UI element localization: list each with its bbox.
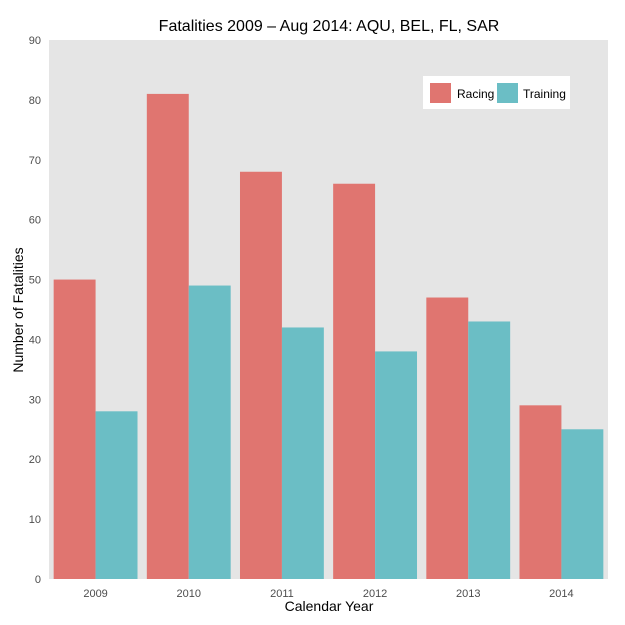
bar-training-2010 xyxy=(188,285,231,579)
legend-label-training: Training xyxy=(523,87,566,101)
bar-training-2009 xyxy=(95,411,138,579)
y-tick-label: 30 xyxy=(29,394,41,406)
x-tick-label: 2013 xyxy=(456,588,480,600)
y-axis-title: Number of Fatalities xyxy=(10,247,26,372)
x-tick-label: 2011 xyxy=(270,588,294,600)
legend-label-racing: Racing xyxy=(457,87,494,101)
x-tick-label: 2014 xyxy=(549,588,573,600)
bar-racing-2010 xyxy=(146,93,189,580)
bar-racing-2011 xyxy=(239,171,282,579)
bar-racing-2014 xyxy=(519,405,562,579)
bar-racing-2012 xyxy=(333,183,376,579)
y-tick-label: 80 xyxy=(29,95,41,107)
bar-training-2011 xyxy=(281,327,324,579)
y-tick-label: 10 xyxy=(29,514,41,526)
y-tick-label: 40 xyxy=(29,334,41,346)
bar-racing-2009 xyxy=(53,279,96,579)
x-tick-label: 2012 xyxy=(363,588,387,600)
plot-panel xyxy=(49,40,608,579)
x-axis-title: Calendar Year xyxy=(285,598,374,614)
y-tick-label: 50 xyxy=(29,275,41,287)
y-tick-label: 60 xyxy=(29,215,41,227)
bar-training-2013 xyxy=(468,321,511,579)
bar-training-2012 xyxy=(375,351,418,579)
chart-title: Fatalities 2009 – Aug 2014: AQU, BEL, FL… xyxy=(159,18,500,35)
x-tick-label: 2009 xyxy=(83,588,107,600)
y-tick-label: 20 xyxy=(29,454,41,466)
y-tick-label: 0 xyxy=(35,574,41,586)
bar-racing-2013 xyxy=(426,297,469,579)
bar-training-2014 xyxy=(561,429,604,579)
y-tick-label: 70 xyxy=(29,155,41,167)
y-tick-label: 90 xyxy=(29,35,41,47)
legend: Racing Training xyxy=(423,76,570,109)
legend-swatch-racing xyxy=(430,83,451,103)
legend-swatch-training xyxy=(497,83,518,103)
x-tick-label: 2010 xyxy=(177,588,201,600)
